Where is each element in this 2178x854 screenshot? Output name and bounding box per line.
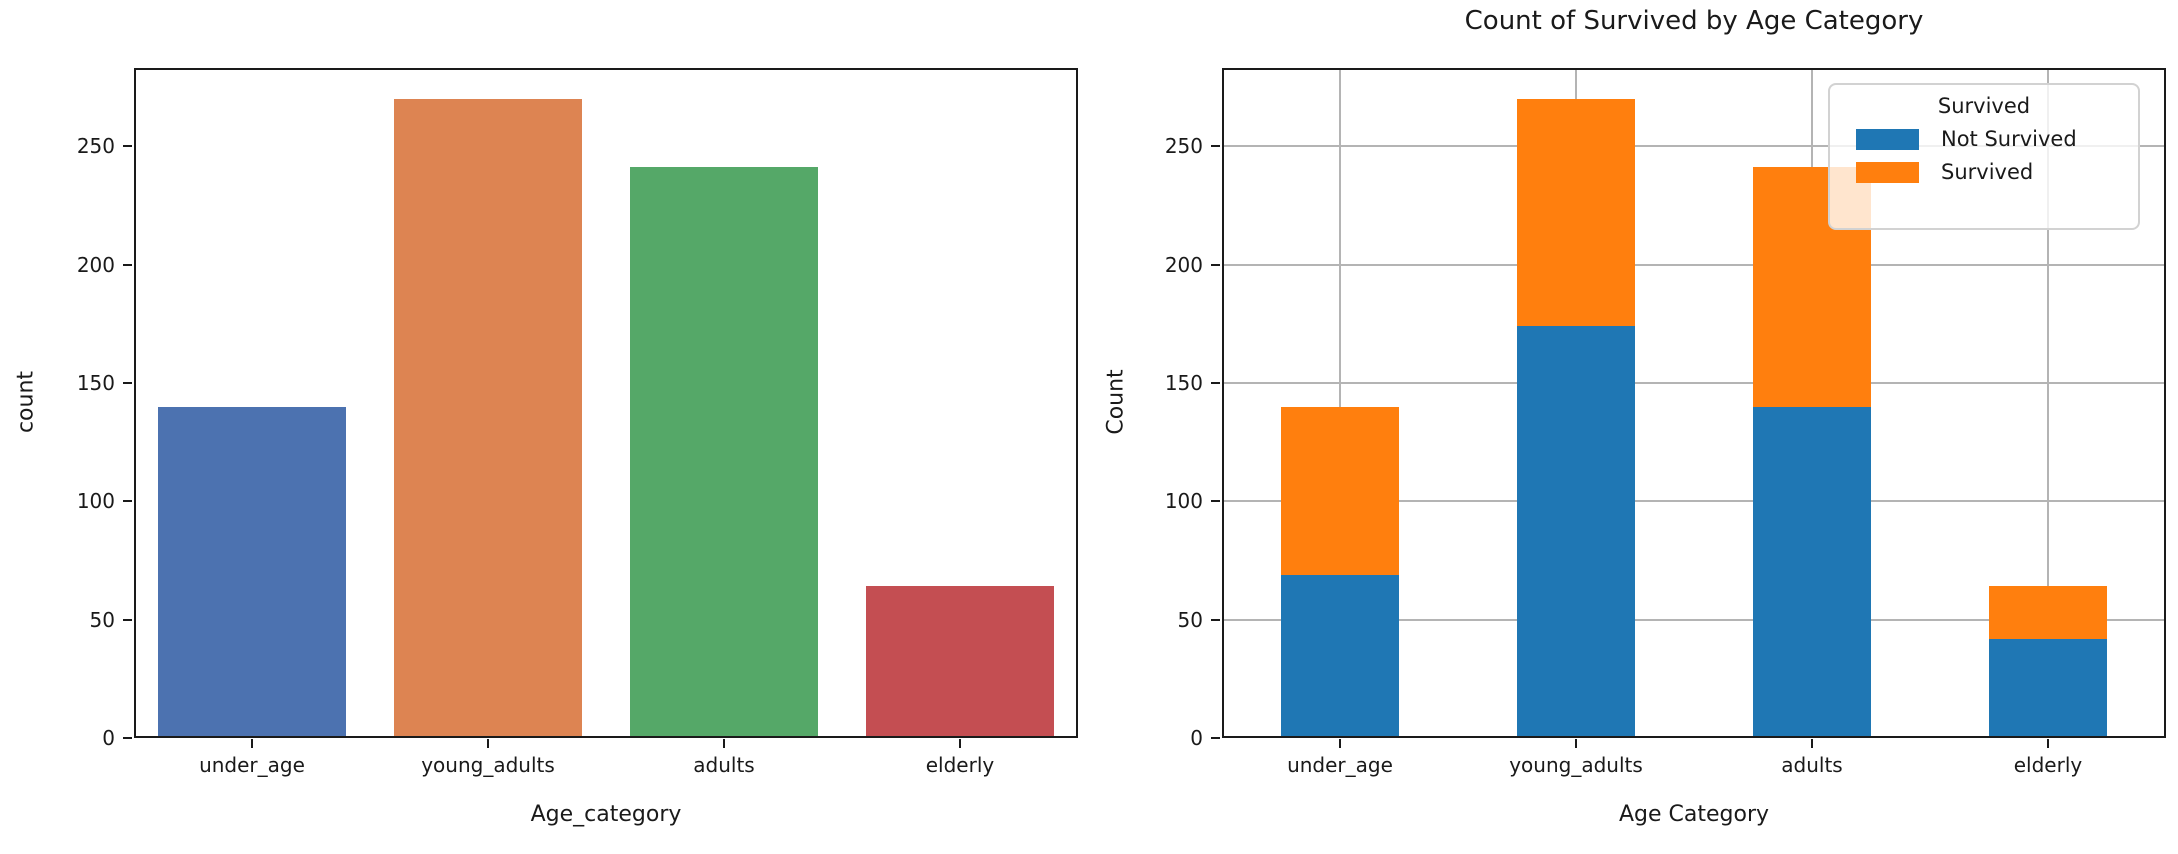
y-tick-label: 100 [1164, 489, 1203, 514]
x-tick-mark [1575, 739, 1577, 748]
y-tick-mark [1211, 618, 1220, 621]
right-y-axis-label: Count [1103, 369, 1129, 435]
legend-entry-not-survived: Not Survived [1856, 126, 2126, 152]
x-tick-label: elderly [2013, 753, 2083, 777]
x-tick-mark [2047, 739, 2049, 748]
bar-adults [629, 167, 819, 736]
x-tick-mark [959, 739, 961, 748]
bar-young_adults [393, 98, 583, 736]
x-tick-mark [487, 739, 489, 748]
x-tick-mark [1811, 739, 1813, 748]
segment-survived-young_adults [1517, 98, 1635, 327]
legend-entry-label: Not Survived [1941, 127, 2077, 151]
x-tick-mark [1339, 739, 1341, 748]
y-tick-label: 250 [1164, 134, 1203, 159]
y-tick-mark [123, 381, 132, 384]
x-tick-mark [251, 739, 253, 748]
x-tick-label: adults [1781, 753, 1843, 777]
y-tick-mark [1211, 737, 1220, 739]
segment-not-survived-elderly [1989, 638, 2107, 736]
legend-color-patch [1856, 161, 1919, 183]
x-tick-label: young_adults [421, 753, 555, 777]
bar-elderly [865, 586, 1055, 736]
segment-not-survived-young_adults [1517, 326, 1635, 736]
segment-not-survived-under_age [1281, 574, 1399, 736]
x-tick-label: young_adults [1509, 753, 1643, 777]
gridline-horizontal [1224, 381, 2164, 384]
legend-entries: Not Survived Survived [1842, 126, 2126, 185]
gridline-horizontal [1224, 145, 2164, 148]
y-tick-mark [123, 500, 132, 503]
gridline-vertical [2047, 70, 2049, 736]
right-chart-title: Count of Survived by Age Category [1464, 6, 1924, 36]
x-tick-label: under_age [199, 753, 305, 777]
legend-entry-label: Survived [1941, 160, 2034, 184]
bar-under_age [157, 406, 347, 736]
y-tick-label: 200 [1164, 252, 1203, 277]
y-tick-mark [123, 263, 132, 266]
y-tick-mark [1211, 500, 1220, 503]
x-tick-label: adults [693, 753, 755, 777]
legend-color-patch [1856, 128, 1919, 150]
legend: Survived Not Survived Survived [1828, 83, 2140, 230]
y-tick-label: 150 [76, 370, 115, 395]
y-tick-label: 200 [76, 252, 115, 277]
x-tick-mark [723, 739, 725, 748]
legend-entry-survived: Survived [1856, 159, 2126, 185]
gridline-horizontal [1224, 618, 2164, 621]
y-tick-label: 0 [1190, 726, 1203, 750]
y-tick-label: 100 [76, 489, 115, 514]
y-tick-mark [123, 737, 132, 739]
gridline-horizontal [1224, 263, 2164, 266]
x-tick-label: under_age [1287, 753, 1393, 777]
right-x-axis-label: Age Category [1618, 802, 1770, 827]
y-tick-label: 0 [102, 726, 115, 750]
y-tick-mark [1211, 381, 1220, 384]
segment-survived-elderly [1989, 586, 2107, 639]
y-tick-mark [123, 145, 132, 148]
y-tick-label: 50 [1177, 607, 1203, 632]
left-y-axis-label: count [13, 370, 39, 434]
y-tick-mark [1211, 263, 1220, 266]
y-tick-mark [1211, 145, 1220, 148]
y-tick-label: 150 [1164, 370, 1203, 395]
segment-survived-under_age [1281, 406, 1399, 575]
gridline-vertical [1339, 70, 1341, 736]
x-tick-label: elderly [925, 753, 995, 777]
left-x-axis-label: Age_category [530, 802, 682, 827]
gridline-horizontal [1224, 500, 2164, 503]
segment-not-survived-adults [1753, 406, 1871, 736]
y-tick-mark [123, 618, 132, 621]
legend-title: Survived [1937, 94, 2031, 118]
y-tick-label: 50 [89, 607, 115, 632]
y-tick-label: 250 [76, 134, 115, 159]
